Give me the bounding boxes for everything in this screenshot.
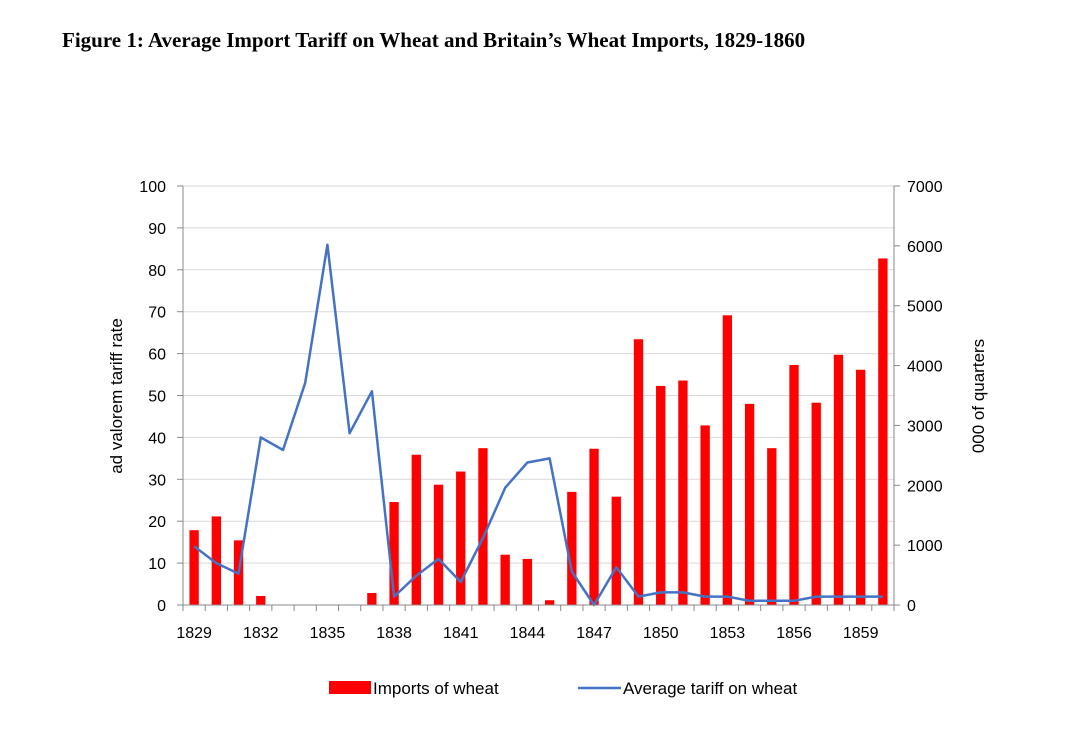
bar-imports-1857: [811, 402, 821, 605]
bars-imports-of-wheat: [189, 258, 888, 605]
y-axis-right-title: 000 of quarters: [969, 339, 988, 453]
y-right-tick-label: 0: [907, 598, 916, 615]
legend-label-imports: Imports of wheat: [373, 679, 499, 698]
y-left-tick-label: 70: [148, 305, 166, 322]
y-left-tick-label: 50: [148, 389, 166, 406]
grid-lines: [183, 185, 894, 564]
axes: 0102030405060708090100010002000300040005…: [139, 179, 942, 642]
y-right-tick-label: 3000: [907, 418, 943, 435]
bar-imports-1837: [367, 593, 377, 605]
x-tick-label: 1841: [443, 625, 479, 642]
bar-imports-1839: [411, 454, 421, 605]
legend-label-tariff: Average tariff on wheat: [623, 679, 797, 698]
bar-imports-1843: [500, 554, 510, 605]
bar-imports-1845: [544, 600, 555, 605]
x-tick-label: 1850: [643, 625, 679, 642]
bar-imports-1841: [456, 471, 466, 605]
bar-imports-1853: [722, 315, 733, 605]
bar-imports-1840: [433, 484, 444, 605]
y-right-tick-label: 1000: [907, 538, 943, 555]
line-average-tariff-path: [193, 243, 883, 607]
bar-imports-1830: [211, 516, 221, 605]
y-right-tick-label: 6000: [907, 239, 943, 256]
y-left-tick-label: 10: [148, 556, 166, 573]
y-right-tick-label: 2000: [907, 478, 943, 495]
x-tick-label: 1844: [510, 625, 546, 642]
bar-imports-1848: [611, 496, 621, 605]
y-left-tick-label: 60: [148, 347, 166, 364]
bar-imports-1838: [389, 502, 399, 605]
x-tick-label: 1859: [843, 625, 879, 642]
x-tick-label: 1853: [710, 625, 746, 642]
figure-title: Figure 1: Average Import Tariff on Wheat…: [62, 28, 806, 52]
x-tick-label: 1856: [776, 625, 812, 642]
y-left-tick-label: 100: [139, 179, 166, 196]
bar-imports-1851: [678, 380, 688, 605]
bar-imports-1842: [478, 448, 488, 605]
y-right-tick-label: 7000: [907, 179, 943, 196]
bar-imports-1858: [833, 354, 844, 605]
x-tick-label: 1847: [576, 625, 612, 642]
bar-imports-1849: [633, 339, 644, 605]
legend: Imports of wheat Average tariff on wheat: [329, 679, 797, 698]
x-tick-label: 1838: [376, 625, 412, 642]
x-tick-label: 1832: [243, 625, 279, 642]
bar-imports-1855: [767, 448, 777, 605]
bar-imports-1860: [878, 258, 888, 605]
y-left-tick-label: 40: [148, 430, 166, 447]
y-right-tick-label: 5000: [907, 299, 943, 316]
bar-imports-1847: [589, 448, 599, 605]
y-right-tick-label: 4000: [907, 359, 943, 376]
bar-imports-1844: [522, 558, 533, 605]
bar-imports-1850: [656, 385, 666, 605]
bar-imports-1859: [856, 369, 866, 605]
x-tick-label: 1829: [176, 625, 212, 642]
y-left-tick-label: 0: [157, 598, 166, 615]
line-average-tariff: [193, 243, 883, 607]
bar-imports-1829: [189, 530, 199, 605]
y-axis-left-title: ad valorem tariff rate: [107, 318, 126, 474]
x-tick-label: 1835: [310, 625, 346, 642]
bar-imports-1832: [256, 596, 266, 605]
y-left-tick-label: 20: [148, 514, 166, 531]
y-left-tick-label: 80: [148, 263, 166, 280]
bar-imports-1856: [789, 364, 799, 605]
bar-imports-1846: [567, 491, 577, 605]
bar-imports-1854: [744, 403, 755, 605]
y-left-tick-label: 30: [148, 472, 166, 489]
bar-imports-1852: [700, 425, 710, 605]
legend-swatch-imports: [329, 681, 371, 694]
y-left-tick-label: 90: [148, 221, 166, 238]
